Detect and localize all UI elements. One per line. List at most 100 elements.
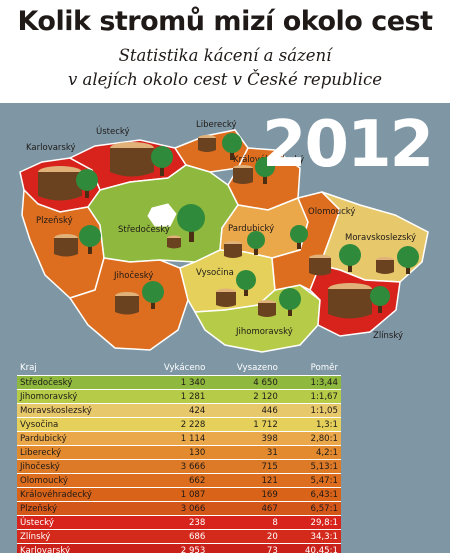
table-cell-vykaceno: 1 281 [135, 389, 209, 404]
label-moravskoslezsky: Moravskoslezský [345, 233, 416, 243]
table-cell-kraj: Olomoucký [17, 473, 135, 488]
tree-icon [370, 286, 390, 313]
tree-icon [222, 133, 242, 160]
table-row: Středočeský 1 340 4 650 1:3,44 [17, 375, 341, 390]
page-title: Kolik stromů mizí okolo cest [17, 6, 433, 37]
table-cell-pomer: 40,45:1 [280, 543, 341, 553]
tree-icon [247, 231, 265, 255]
label-jihomoravsky: Jihomoravský [235, 327, 293, 337]
table-cell-kraj: Liberecký [17, 445, 135, 460]
table-cell-pomer: 1:1,67 [280, 389, 341, 404]
table-cell-pomer: 5,47:1 [280, 473, 341, 488]
table-cell-kraj: Pardubický [17, 431, 135, 446]
table-cell-vykaceno: 1 087 [135, 487, 209, 502]
stump-icon [198, 135, 216, 152]
table-cell-vysazeno: 20 [208, 529, 281, 544]
table-row: Vysočina 2 228 1 712 1,3:1 [17, 417, 341, 432]
table-row: Jihočeský 3 666 715 5,13:1 [17, 459, 341, 474]
table-row: Plzeňský 3 066 467 6,57:1 [17, 501, 341, 516]
table-row: Liberecký 130 31 4,2:1 [17, 445, 341, 460]
table-row: Moravskoslezský 424 446 1:1,05 [17, 403, 341, 418]
table-cell-kraj: Ústecký [17, 515, 135, 530]
table-cell-pomer: 1,3:1 [280, 417, 341, 432]
table-cell-pomer: 6,57:1 [280, 501, 341, 516]
table-cell-vysazeno: 398 [208, 431, 281, 446]
table-cell-kraj: Jihočeský [17, 459, 135, 474]
table-cell-vysazeno: 73 [208, 543, 281, 553]
table-cell-kraj: Vysočina [17, 417, 135, 432]
table-cell-vykaceno: 686 [135, 529, 209, 544]
tree-icon [290, 225, 308, 249]
subtitle-line-2: v alejích okolo cest v České republice [67, 70, 382, 89]
table-row: Královéhradecký 1 087 169 6,43:1 [17, 487, 341, 502]
table-cell-pomer: 5,13:1 [280, 459, 341, 474]
tree-icon [255, 157, 275, 184]
table-row: Jihomoravský 1 281 2 120 1:1,67 [17, 389, 341, 404]
stump-icon [224, 241, 242, 258]
year-label: 2012 [262, 108, 434, 182]
table-cell-pomer: 29,8:1 [280, 515, 341, 530]
table-cell-vykaceno: 2 228 [135, 417, 209, 432]
label-liberecky: Liberecký [196, 120, 237, 130]
stump-icon [167, 235, 181, 249]
table-cell-kraj: Jihomoravský [17, 389, 135, 404]
label-stredocesky: Středočeský [118, 224, 170, 235]
table-cell-vysazeno: 2 120 [208, 389, 281, 404]
table-cell-vysazeno: 169 [208, 487, 281, 502]
tree-icon [236, 270, 256, 296]
data-table: Kraj Vykáceno Vysazeno Poměr Středočeský… [17, 361, 341, 553]
label-zlinsky: Zlínský [373, 331, 403, 341]
table-cell-vykaceno: 130 [135, 445, 209, 460]
table-cell-kraj: Moravskoslezský [17, 403, 135, 418]
tree-icon [177, 204, 205, 242]
table-cell-vykaceno: 424 [135, 403, 209, 418]
table-cell-kraj: Královéhradecký [17, 487, 135, 502]
label-jihocesky: Jihočeský [113, 270, 153, 281]
stump-icon [54, 234, 78, 257]
table-row: Olomoucký 662 121 5,47:1 [17, 473, 341, 488]
column-header-pomer: Poměr [280, 361, 341, 376]
stump-icon [376, 257, 394, 274]
table-cell-pomer: 6,43:1 [280, 487, 341, 502]
label-pardubicky: Pardubický [228, 224, 274, 234]
subtitle-line-1: Statistika kácení a sázení [118, 46, 332, 65]
header: Kolik stromů mizí okolo cest Statistika … [0, 0, 450, 103]
table-cell-vykaceno: 662 [135, 473, 209, 488]
region-praha [147, 203, 177, 227]
table-cell-pomer: 4,2:1 [280, 445, 341, 460]
column-header-vykaceno: Vykáceno [135, 361, 209, 376]
table-cell-vysazeno: 121 [208, 473, 281, 488]
region-map: Karlovarský Ústecký Liberecký Královéhra… [19, 120, 429, 353]
table-cell-pomer: 1:3,44 [280, 375, 341, 390]
table-row: Karlovarský 2 953 73 40,45:1 [17, 543, 341, 553]
page-subtitle: Statistika kácení a sázení v alejích oko… [0, 44, 450, 92]
label-plzensky: Plzeňský [36, 215, 73, 226]
table-cell-vykaceno: 2 953 [135, 543, 209, 553]
label-karlovarsky: Karlovarský [26, 143, 76, 153]
table-cell-vykaceno: 1 340 [135, 375, 209, 390]
tree-icon [339, 244, 361, 272]
table-cell-kraj: Středočeský [17, 375, 135, 390]
table-cell-pomer: 2,80:1 [280, 431, 341, 446]
table-cell-vysazeno: 1 712 [208, 417, 281, 432]
table-cell-vykaceno: 3 666 [135, 459, 209, 474]
table-cell-kraj: Zlínský [17, 529, 135, 544]
table-cell-vykaceno: 238 [135, 515, 209, 530]
tree-icon [79, 225, 101, 254]
tree-icon [151, 146, 173, 176]
table-cell-vysazeno: 4 650 [208, 375, 281, 390]
stump-icon [110, 142, 154, 177]
table-cell-pomer: 34,3:1 [280, 529, 341, 544]
table-cell-vysazeno: 446 [208, 403, 281, 418]
table-header-row: Kraj Vykáceno Vysazeno Poměr [17, 361, 341, 376]
stump-icon [309, 254, 331, 276]
table-cell-pomer: 1:1,05 [280, 403, 341, 418]
table-cell-vysazeno: 8 [208, 515, 281, 530]
tree-icon [142, 281, 164, 309]
table-cell-vysazeno: 467 [208, 501, 281, 516]
table-cell-vykaceno: 1 114 [135, 431, 209, 446]
label-vysocina: Vysočina [196, 267, 234, 278]
column-header-kraj: Kraj [17, 361, 135, 376]
table-row: Pardubický 1 114 398 2,80:1 [17, 431, 341, 446]
